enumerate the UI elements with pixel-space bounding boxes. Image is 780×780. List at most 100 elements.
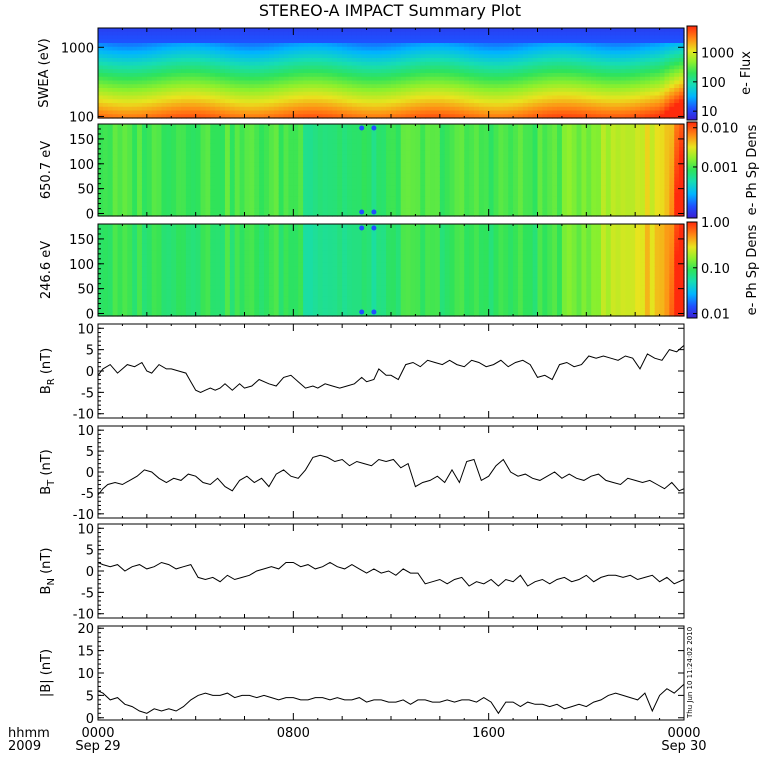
panel-0-cell [679,65,685,70]
panel-1-cell [244,131,250,137]
panel-1-cell [239,181,246,186]
panel-1-cell [386,135,392,140]
panel-0-cell [415,46,421,52]
panel-0-cell [620,65,626,70]
panel-1-cell [434,150,441,156]
panel-1-cell [444,143,451,148]
panel-1-cell [298,204,304,209]
panel-1-cell [195,189,202,194]
panel-1-cell [312,127,319,133]
panel-0-cell [640,84,646,89]
panel-0-cell [332,84,338,89]
panel-1-cell [122,162,128,167]
panel-1-cell [342,124,348,129]
panel-0-cell [171,91,177,97]
panel-0-cell [586,114,592,119]
panel-0-cell [615,69,622,74]
panel-1-cell [498,170,504,175]
panel-1-cell [449,212,456,217]
panel-1-cell [327,166,333,171]
panel-0-cell [312,88,319,93]
panel-0-cell [488,84,495,89]
panel-1-cell [127,204,133,209]
panel-0-cell [317,80,324,85]
panel-1-cell [322,124,329,129]
panel-1-cell [449,181,456,186]
panel-0-cell [478,50,485,55]
panel-0-cell [229,43,236,48]
panel-0-cell [513,99,519,104]
panel-0-cell [596,110,602,115]
panel-1-cell [215,204,221,209]
panel-0-cell [400,43,407,48]
panel-1-cell [298,143,304,148]
panel-0-cell [503,84,509,89]
panel-0-cell [659,76,666,82]
panel-0-cell [591,110,597,115]
panel-0-cell [488,76,495,82]
panel-0-cell [596,84,602,89]
panel-1-cell [107,127,114,133]
panel-1-cell [361,139,368,144]
panel-0-cell [464,114,470,119]
panel-0-cell [141,69,148,74]
panel-0-cell [581,61,587,67]
panel-0-cell [537,46,543,52]
panel-1-cell [444,158,451,163]
panel-0-cell [493,103,500,108]
panel-0-cell [620,39,626,44]
panel-0-cell [425,54,431,59]
panel-0-cell [425,31,431,37]
panel-1-cell [215,173,221,179]
panel-0-cell [469,103,475,108]
panel-0-cell [117,31,124,37]
panel-0-cell [605,43,612,48]
panel-0-cell [273,76,280,82]
panel-0-cell [205,99,211,104]
panel-0-cell [503,99,509,104]
panel-0-cell [298,69,304,74]
panel-1-cell [210,212,216,217]
panel-1-cell [205,158,211,163]
panel-0-cell [322,80,329,85]
panel-0-cell [117,73,124,78]
panel-0-cell [654,99,661,104]
panel-0-cell [410,58,417,63]
panel-0-cell [454,95,460,100]
panel-0-cell [635,65,641,70]
panel-0-cell [649,43,656,48]
panel-0-cell [224,39,231,44]
panel-0-cell [503,39,509,44]
panel-0-cell [278,99,285,104]
panel-1-cell [376,208,382,213]
panel-1-cell [195,185,202,190]
panel-0-cell [259,91,265,97]
panel-0-cell [483,76,490,82]
panel-1-cell [420,154,426,160]
panel-1-cell [288,127,294,133]
panel-0-cell [444,110,451,115]
panel-1-cell [376,204,382,209]
panel-1-cell [464,196,470,202]
panel-0-cell [669,84,675,89]
panel-0-cell [571,61,578,67]
panel-1-cell [342,193,348,198]
panel-0-cell [517,88,524,93]
panel-1-cell [395,173,402,179]
panel-0-cell [591,99,597,104]
panel-0-cell [224,95,231,100]
panel-0-cell [620,106,626,112]
panel-0-cell [298,43,304,48]
panel-0-cell [561,110,568,115]
panel-0-cell [332,28,338,33]
panel-1-cell [459,170,465,175]
panel-0-cell [434,80,441,85]
panel-0-cell [581,99,587,104]
panel-0-cell [210,69,216,74]
panel-0-cell [635,31,641,37]
panel-1-cell [513,139,519,144]
panel-0-cell [620,99,626,104]
panel-0-cell [537,114,543,119]
panel-0-cell [527,58,534,63]
panel-0-cell [220,88,226,93]
